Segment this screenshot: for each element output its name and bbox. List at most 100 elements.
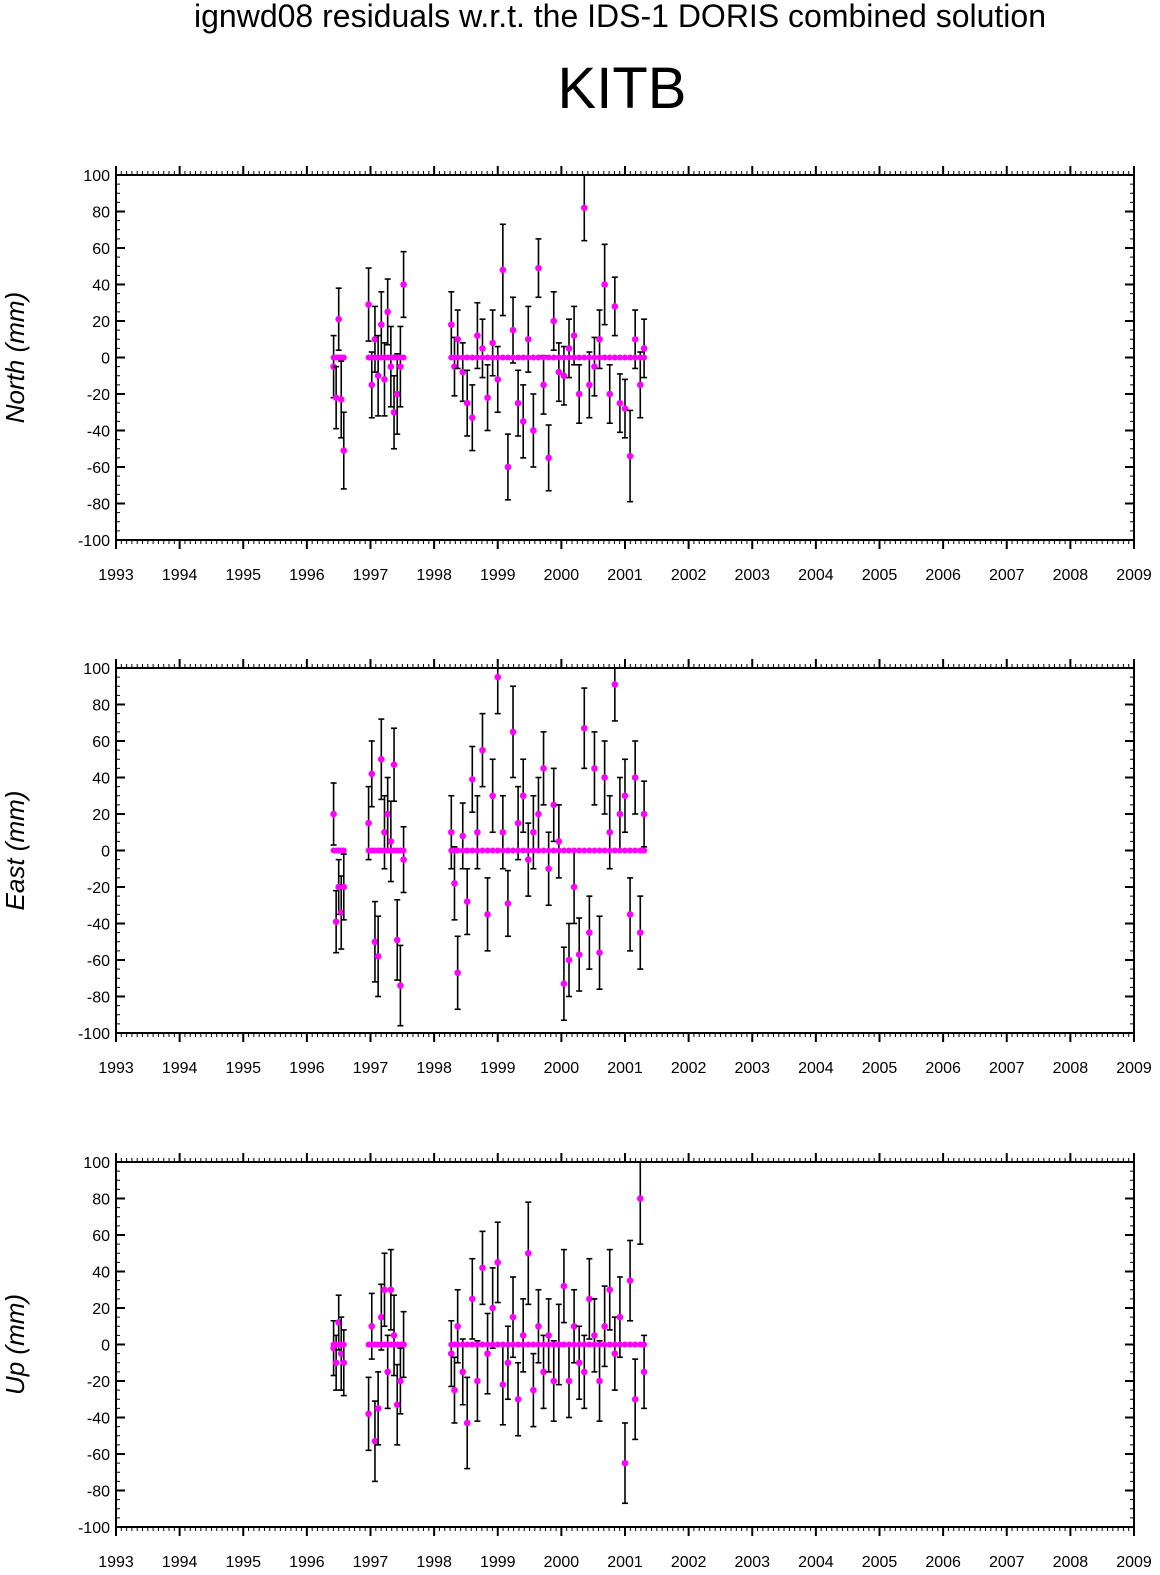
north-zero-marker	[601, 354, 608, 361]
up-ytick-label: 40	[92, 1265, 110, 1282]
north-zero-marker	[479, 354, 486, 361]
up-data-point	[371, 1437, 379, 1445]
north-data-point	[378, 321, 385, 328]
up-data-point	[504, 1359, 512, 1367]
up-data-point	[340, 1359, 348, 1367]
up-data-point	[591, 1332, 598, 1339]
east-data-point	[332, 918, 340, 925]
up-zero-marker	[545, 1341, 552, 1348]
north-zero-marker	[632, 354, 639, 361]
east-xtick-label: 2003	[734, 1060, 770, 1077]
north-data-point	[332, 394, 340, 401]
up-data-point	[384, 1368, 391, 1376]
east-data-point	[601, 774, 608, 781]
north-zero-marker	[571, 354, 578, 361]
north-xtick-label: 1999	[480, 567, 516, 584]
up-data-point	[332, 1359, 340, 1367]
up-xtick-label: 2004	[798, 1554, 834, 1571]
north-zero-marker	[550, 354, 557, 361]
north-y-axis-label: North (mm)	[0, 292, 30, 423]
north-xtick-label: 2008	[1053, 567, 1089, 584]
east-zero-marker	[560, 847, 567, 854]
east-zero-marker	[586, 847, 593, 854]
north-zero-marker	[340, 354, 347, 361]
north-xtick-label: 1995	[225, 567, 261, 584]
north-zero-marker	[464, 354, 471, 361]
east-data-point	[454, 969, 461, 977]
east-xtick-label: 1996	[289, 1060, 325, 1077]
up-panel: 1993 1994 1995 1996 1997 1998 1999 2000 2001 2002…	[0, 1153, 1152, 1571]
north-zero-marker	[504, 354, 511, 361]
east-xtick-label: 1999	[480, 1060, 516, 1077]
north-xtick-label: 2007	[989, 567, 1025, 584]
east-zero-marker	[464, 847, 471, 854]
east-data-point	[560, 980, 568, 988]
east-zero-marker	[459, 847, 466, 854]
up-zero-marker	[489, 1341, 496, 1348]
east-data-point	[400, 856, 407, 863]
north-xtick-label: 1998	[416, 567, 452, 584]
north-data-point	[474, 332, 481, 339]
north-zero-marker	[596, 354, 603, 361]
up-zero-marker	[464, 1341, 471, 1348]
up-data-point	[368, 1322, 376, 1330]
north-data-point	[384, 308, 391, 316]
up-data-point	[451, 1386, 458, 1394]
east-data-point	[535, 810, 542, 818]
north-data-point	[469, 414, 476, 422]
up-data-point	[387, 1286, 395, 1294]
north-zero-marker	[545, 354, 552, 361]
north-data-point	[371, 335, 379, 343]
up-zero-marker	[454, 1341, 461, 1348]
up-xtick-label: 2008	[1053, 1554, 1089, 1571]
up-data-point	[463, 1419, 471, 1427]
east-xtick-label: 2004	[798, 1060, 834, 1077]
up-ytick-label: -60	[87, 1447, 110, 1464]
up-data-point	[469, 1295, 476, 1303]
up-zero-marker	[616, 1341, 623, 1348]
up-xtick-label: 1996	[289, 1554, 325, 1571]
up-zero-marker	[576, 1341, 583, 1348]
up-ytick-label: 60	[92, 1228, 110, 1245]
north-data-point	[504, 463, 512, 471]
north-zero-marker	[560, 354, 567, 361]
north-ytick-label: -20	[87, 387, 110, 404]
east-zero-marker	[591, 847, 598, 854]
north-data-point	[519, 418, 527, 425]
east-data-point	[390, 761, 398, 769]
up-data-point	[565, 1377, 573, 1385]
east-data-point	[509, 728, 517, 736]
up-data-point	[459, 1368, 467, 1376]
east-xtick-label: 2000	[544, 1060, 580, 1077]
north-zero-marker	[591, 354, 598, 361]
north-data-point	[555, 368, 563, 376]
north-data-point	[390, 408, 398, 416]
north-data-point	[530, 427, 537, 434]
up-zero-marker	[581, 1341, 588, 1348]
up-data-point	[631, 1395, 639, 1403]
east-xtick-label: 1997	[353, 1060, 389, 1077]
east-ytick-label: 0	[101, 844, 110, 861]
north-zero-marker	[555, 354, 562, 361]
north-xtick-label: 1997	[353, 567, 389, 584]
up-data-point	[616, 1313, 624, 1321]
north-xtick-label: 1993	[98, 567, 134, 584]
north-data-point	[514, 399, 522, 407]
up-data-point	[499, 1381, 507, 1388]
north-data-point	[636, 381, 644, 389]
east-data-point	[550, 801, 558, 809]
up-xtick-label: 2000	[544, 1554, 580, 1571]
north-ytick-label: -40	[87, 424, 110, 441]
up-ytick-label: -20	[87, 1374, 110, 1391]
east-ytick-label: 60	[92, 734, 110, 751]
east-zero-marker	[540, 847, 547, 854]
east-zero-marker	[606, 847, 613, 854]
north-data-point	[365, 301, 372, 308]
up-xtick-label: 1993	[98, 1554, 134, 1571]
east-zero-marker	[616, 847, 623, 854]
north-data-point	[580, 204, 588, 212]
east-data-point	[381, 828, 388, 836]
up-zero-marker	[571, 1341, 578, 1348]
station-title: KITB	[558, 56, 687, 121]
east-data-point	[555, 838, 563, 845]
